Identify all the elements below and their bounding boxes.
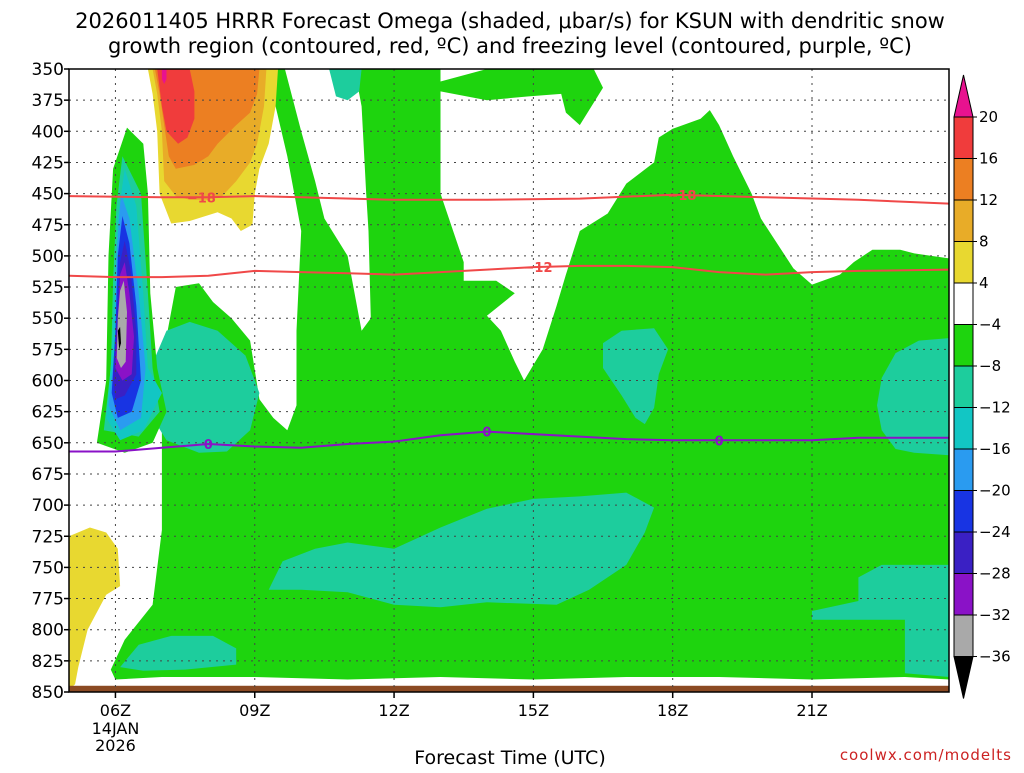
omega-region-magenta-top: [161, 69, 167, 84]
chart-title-line-2: growth region (contoured, red, ºC) and f…: [108, 34, 912, 58]
y-tick-label: 800: [32, 621, 64, 641]
omega-region-red-top: [157, 69, 195, 144]
y-tick-label: 775: [32, 590, 64, 610]
omega-region-mint-top: [329, 69, 362, 101]
colorbar-bin: [953, 282, 974, 325]
omega-region-mint-bottom-left: [120, 635, 237, 671]
colorbar: 20 16 12 8 4 −4 −8 −12 −16 −20 −24 −28 −32 −36: [953, 74, 1011, 699]
y-axis: 350 375 400 425 450 475 500 525 550 575 600 625 650 6…: [32, 60, 69, 703]
colorbar-tick-label: 8: [979, 233, 989, 251]
y-tick-label: 425: [32, 153, 64, 173]
contour-label-dendritic-18: −18: [667, 189, 696, 204]
x-tick-label: 18Z: [657, 701, 688, 720]
contour-dendritic-12: [69, 264, 949, 279]
contour-dendritic-18: [69, 193, 949, 205]
contour-lines: −18 −18 −12 0 0 0: [69, 189, 949, 453]
colorbar-bin: [953, 241, 974, 284]
omega-region-black-core: [117, 326, 121, 350]
ground-strip: [69, 685, 949, 692]
colorbar-tick-label: −8: [979, 357, 1001, 375]
omega-region-mint-mid: [603, 328, 669, 425]
omega-shading: [69, 69, 949, 692]
y-tick-label: 625: [32, 403, 64, 423]
contour-label-freezing-0: 0: [204, 438, 213, 453]
x-tick-label: 06Z: [100, 701, 131, 720]
contour-label-dendritic-18: −18: [187, 191, 216, 206]
x-tick-label: 21Z: [796, 701, 827, 720]
x-tick-label: 09Z: [239, 701, 270, 720]
colorbar-arrow-top: [953, 74, 974, 118]
grid-lines: [69, 69, 949, 692]
contour-label-freezing-0: 0: [715, 434, 724, 449]
colorbar-tick-label: 12: [979, 191, 998, 209]
y-tick-label: 700: [32, 496, 64, 516]
y-tick-label: 825: [32, 652, 64, 672]
y-tick-label: 525: [32, 278, 64, 298]
y-tick-label: 450: [32, 185, 64, 205]
omega-region-mint-left: [147, 321, 260, 453]
colorbar-tick-label: −28: [979, 565, 1011, 583]
colorbar-bin: [953, 116, 974, 159]
omega-region-yellow-bottom-left: [69, 527, 121, 692]
colorbar-bin: [953, 573, 974, 616]
contour-freezing-0: [69, 430, 949, 453]
y-tick-label: 850: [32, 683, 64, 703]
y-tick-label: 550: [32, 309, 64, 329]
colorbar-bin: [953, 531, 974, 574]
colorbar-tick-label: 4: [979, 274, 989, 292]
plot-area: −18 −18 −12 0 0 0: [68, 68, 950, 693]
watermark: coolwx.com/modelts: [840, 746, 1012, 764]
colorbar-bin: [953, 407, 974, 450]
x-tick-label: 12Z: [378, 701, 409, 720]
colorbar-tick-label: −20: [979, 482, 1011, 500]
colorbar-bin: [953, 490, 974, 533]
y-tick-label: 375: [32, 91, 64, 111]
colorbar-tick-label: −16: [979, 440, 1011, 458]
colorbar-bin: [953, 448, 974, 491]
colorbar-tick-label: 16: [979, 150, 998, 168]
colorbar-bin: [953, 199, 974, 242]
colorbar-bin: [953, 324, 974, 367]
y-tick-label: 575: [32, 340, 64, 360]
x-tick-label: 15Z: [518, 701, 549, 720]
omega-region-mint-bottom: [268, 492, 655, 608]
colorbar-bin: [953, 158, 974, 201]
y-tick-label: 600: [32, 372, 64, 392]
omega-region-white-bottom-left: [69, 617, 109, 690]
colorbar-tick-label: −12: [979, 399, 1011, 417]
colorbar-bin: [953, 614, 974, 657]
x-tick-sublabel: 2026: [95, 736, 136, 755]
x-axis-label: Forecast Time (UTC): [414, 747, 605, 768]
y-tick-label: 350: [32, 60, 64, 80]
colorbar-tick-label: −4: [979, 316, 1001, 334]
y-tick-label: 400: [32, 122, 64, 142]
y-tick-label: 475: [32, 216, 64, 236]
colorbar-tick-label: −36: [979, 648, 1011, 666]
y-tick-label: 650: [32, 434, 64, 454]
contour-label-dendritic-12: −12: [524, 261, 553, 276]
omega-region-mint-right: [877, 338, 949, 456]
y-tick-label: 675: [32, 465, 64, 485]
colorbar-bin: [953, 365, 974, 408]
contour-label-freezing-0: 0: [482, 426, 491, 441]
colorbar-arrow-bottom: [953, 656, 974, 699]
y-tick-label: 725: [32, 527, 64, 547]
x-tick-sublabel: 14JAN: [92, 719, 140, 738]
y-tick-label: 750: [32, 558, 64, 578]
omega-region-green-main: [110, 69, 949, 680]
colorbar-tick-label: −32: [979, 606, 1011, 624]
colorbar-tick-label: −24: [979, 523, 1011, 541]
y-tick-label: 500: [32, 247, 64, 267]
chart-title-line-1: 2026011405 HRRR Forecast Omega (shaded, …: [75, 9, 945, 33]
colorbar-tick-label: 20: [979, 108, 998, 126]
omega-region-mint-bottom-right: [812, 564, 949, 677]
